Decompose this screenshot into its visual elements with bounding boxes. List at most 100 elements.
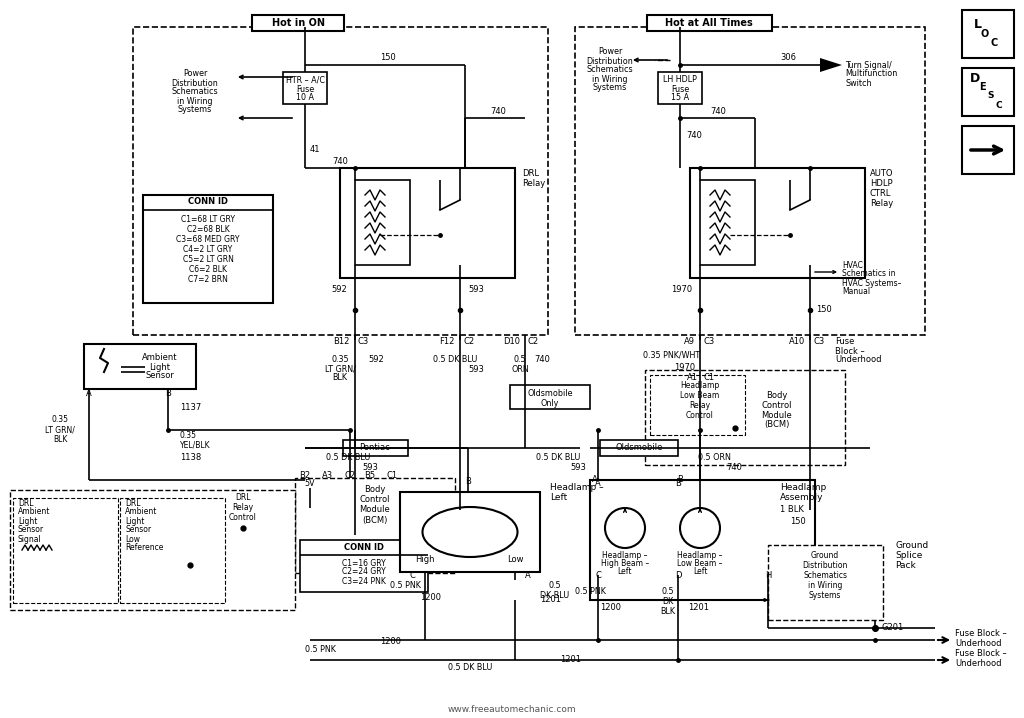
Text: ORN: ORN	[511, 365, 528, 373]
Text: Only: Only	[541, 399, 559, 409]
Text: BLK: BLK	[53, 436, 68, 444]
Text: 0.5: 0.5	[662, 587, 675, 597]
Text: Body: Body	[766, 391, 787, 399]
Text: C2: C2	[463, 337, 474, 347]
Text: Fuse Block –: Fuse Block –	[955, 630, 1007, 638]
Text: 1 BLK: 1 BLK	[780, 505, 804, 515]
Text: Low Beam: Low Beam	[680, 391, 720, 399]
Text: 0.5 PNK: 0.5 PNK	[304, 645, 336, 655]
Text: Underhood: Underhood	[955, 638, 1001, 648]
Text: Low: Low	[125, 534, 140, 544]
Text: Light: Light	[150, 363, 171, 371]
Bar	[252, 15, 344, 31]
Text: in Wiring: in Wiring	[592, 75, 628, 83]
Text: C5=2 LT GRN: C5=2 LT GRN	[182, 256, 233, 264]
Text: O: O	[981, 29, 989, 39]
Text: High Beam –: High Beam –	[601, 559, 649, 567]
Text: A1: A1	[687, 373, 698, 381]
Text: 1970: 1970	[671, 286, 692, 294]
Text: C2=24 GRY: C2=24 GRY	[342, 567, 386, 577]
Text: 1200: 1200	[420, 594, 441, 602]
Text: LT GRN/: LT GRN/	[45, 426, 75, 434]
Bar	[590, 480, 815, 600]
Text: C2: C2	[528, 337, 539, 347]
Text: LT GRN/: LT GRN/	[325, 365, 355, 373]
Text: 593: 593	[468, 365, 484, 375]
Bar	[355, 180, 410, 265]
Text: A10: A10	[788, 337, 805, 347]
Text: B12: B12	[334, 337, 350, 347]
Text: 740: 740	[726, 464, 741, 472]
Text: 1201: 1201	[688, 604, 709, 612]
Text: Schematics: Schematics	[172, 88, 218, 96]
Text: A: A	[525, 572, 530, 580]
Text: S: S	[988, 91, 994, 101]
Text: Distribution: Distribution	[587, 57, 634, 65]
Text: 1970: 1970	[674, 363, 695, 373]
Text: C2: C2	[344, 470, 355, 480]
Text: Turn Signal/: Turn Signal/	[845, 60, 892, 70]
Text: 306: 306	[780, 54, 796, 62]
Text: 1201: 1201	[540, 595, 561, 605]
Text: 5V: 5V	[305, 478, 315, 488]
Text: D10: D10	[503, 337, 520, 347]
Text: Relay: Relay	[870, 200, 893, 208]
Text: Sensor: Sensor	[125, 526, 152, 534]
Text: High: High	[416, 556, 435, 564]
Text: Oldsmobile: Oldsmobile	[615, 444, 663, 452]
Bar	[650, 375, 745, 435]
Text: HVAC: HVAC	[842, 261, 863, 269]
Text: 740: 740	[710, 106, 726, 116]
Text: DRL: DRL	[236, 493, 251, 503]
Bar	[84, 344, 196, 389]
Bar	[143, 195, 273, 303]
Text: 150: 150	[790, 516, 806, 526]
Text: 0.35 PNK/WHT: 0.35 PNK/WHT	[643, 350, 700, 360]
Text: Systems: Systems	[593, 83, 627, 93]
Text: DK: DK	[663, 597, 674, 607]
Text: Schematics: Schematics	[803, 571, 847, 579]
Text: C3: C3	[813, 337, 824, 347]
Text: C1=16 GRY: C1=16 GRY	[342, 559, 386, 567]
Text: 1201: 1201	[560, 656, 581, 664]
Text: Light: Light	[18, 516, 37, 526]
Text: Hot in ON: Hot in ON	[271, 18, 325, 28]
Text: HVAC Systems–: HVAC Systems–	[842, 279, 901, 287]
Text: Oldsmobile: Oldsmobile	[527, 389, 572, 398]
Text: 1138: 1138	[180, 454, 202, 462]
Text: 41: 41	[310, 144, 321, 154]
Text: Fuse: Fuse	[296, 85, 314, 93]
Bar	[10, 490, 295, 610]
Text: 0.35: 0.35	[331, 355, 349, 365]
Text: Sensor: Sensor	[145, 371, 174, 381]
Text: C: C	[995, 101, 1002, 110]
Text: Ambient: Ambient	[142, 353, 178, 363]
Bar	[768, 545, 883, 620]
Text: Headlamp –: Headlamp –	[677, 551, 723, 559]
Text: HDLP: HDLP	[870, 180, 893, 189]
Text: HTR – A/C: HTR – A/C	[286, 75, 325, 85]
Text: A: A	[595, 480, 601, 488]
Bar	[340, 168, 515, 278]
Text: B: B	[675, 480, 681, 488]
Text: (BCM): (BCM)	[362, 516, 388, 525]
Text: in Wiring: in Wiring	[808, 580, 842, 589]
Text: Control: Control	[229, 513, 257, 523]
Text: Pontiac: Pontiac	[359, 444, 390, 452]
Text: 0.5 ORN: 0.5 ORN	[697, 454, 730, 462]
Text: 0.5 DK BLU: 0.5 DK BLU	[536, 454, 581, 462]
Text: 150: 150	[816, 305, 831, 314]
Text: CTRL: CTRL	[870, 190, 891, 198]
Text: Relay: Relay	[232, 503, 254, 513]
Text: Schematics in: Schematics in	[842, 269, 896, 279]
Bar	[647, 15, 772, 31]
Text: Control: Control	[359, 495, 390, 505]
Text: A: A	[592, 475, 598, 485]
Text: BLK: BLK	[333, 373, 347, 383]
Text: C3: C3	[703, 337, 715, 347]
Text: D: D	[970, 72, 980, 85]
Bar	[13, 498, 118, 603]
Text: Systems: Systems	[178, 106, 212, 114]
Text: 1200: 1200	[380, 636, 401, 645]
Text: Systems: Systems	[809, 590, 841, 600]
